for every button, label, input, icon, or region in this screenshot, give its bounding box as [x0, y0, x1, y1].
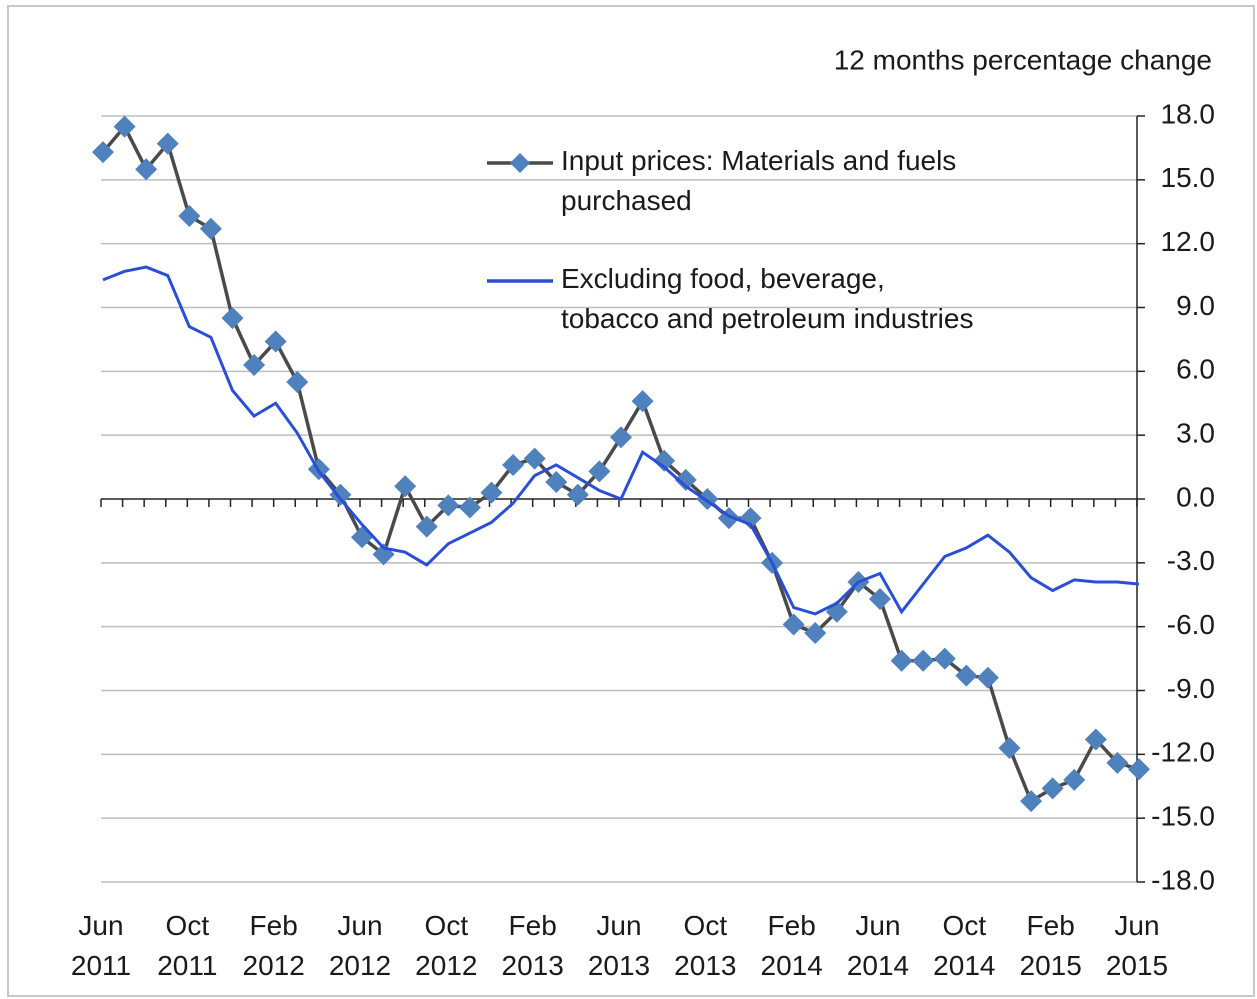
x-tick-label: Oct 2014 [933, 910, 995, 981]
series-marker [933, 647, 956, 670]
series-marker [458, 496, 481, 519]
series-marker [782, 613, 805, 636]
x-tick-label: Oct 2013 [674, 910, 736, 981]
x-tick-label: Feb 2015 [1020, 910, 1082, 981]
series-marker [588, 460, 611, 483]
series-marker [480, 481, 503, 504]
series-marker [653, 449, 676, 472]
y-tick-label: 12.0 [1161, 226, 1216, 257]
y-tick-label: 3.0 [1176, 418, 1215, 449]
legend-label: Excluding food, beverage, tobacco and pet… [561, 263, 973, 334]
series-marker [955, 664, 978, 687]
series-marker [890, 649, 913, 672]
series-marker [1041, 777, 1064, 800]
series-marker [221, 307, 244, 330]
series-marker [869, 588, 891, 611]
y-tick-label: -18.0 [1151, 864, 1215, 895]
series-marker [329, 483, 352, 506]
series-marker [1106, 751, 1129, 774]
y-tick-label: 18.0 [1161, 98, 1216, 129]
legend-marker [510, 153, 530, 173]
y-tick-label: 0.0 [1176, 481, 1215, 512]
x-tick-label: Feb 2012 [243, 910, 305, 981]
series-marker [199, 217, 222, 240]
series-marker [976, 666, 999, 689]
series-marker [998, 736, 1021, 759]
x-tick-label: Jun 2015 [1106, 910, 1168, 981]
y-tick-label: -9.0 [1167, 673, 1215, 704]
series-marker [437, 494, 460, 517]
x-tick-label: Jun 2011 [71, 910, 131, 981]
x-tick-label: Oct 2012 [415, 910, 477, 981]
series-marker [394, 475, 417, 498]
x-tick-label: Feb 2014 [761, 910, 823, 981]
y-axis-label: 12 months percentage change [834, 44, 1212, 75]
series-marker [1084, 728, 1107, 751]
series-line [102, 265, 1140, 616]
x-tick-label: Feb 2013 [502, 910, 564, 981]
y-tick-label: 6.0 [1176, 354, 1215, 385]
y-tick-label: -15.0 [1151, 801, 1215, 832]
x-tick-label: Jun 2013 [588, 910, 650, 981]
legend-label: Input prices: Materials and fuels purchas… [561, 145, 956, 216]
series-marker [1020, 790, 1043, 813]
series-marker [631, 390, 654, 413]
series-marker [243, 353, 266, 376]
series-marker [610, 426, 632, 449]
y-tick-label: -3.0 [1167, 545, 1215, 576]
x-tick-label: Jun 2012 [329, 910, 391, 981]
x-tick-label: Oct 2011 [157, 910, 217, 981]
series-marker [1063, 768, 1086, 791]
chart-frame [7, 5, 1255, 997]
y-tick-label: 9.0 [1176, 290, 1215, 321]
series-marker [912, 649, 935, 672]
series-marker [264, 330, 287, 353]
y-tick-label: -6.0 [1167, 609, 1215, 640]
y-tick-label: 15.0 [1161, 162, 1216, 193]
series-marker [135, 158, 158, 181]
series-marker [502, 453, 525, 476]
series-marker [545, 470, 568, 493]
series-marker [286, 370, 309, 393]
y-tick-label: -12.0 [1151, 737, 1215, 768]
series-marker [674, 468, 697, 491]
series-marker [92, 141, 114, 164]
series-marker [566, 483, 589, 506]
series-marker [804, 622, 827, 645]
series-marker [523, 447, 546, 470]
x-tick-label: Jun 2014 [847, 910, 909, 981]
series-marker [113, 115, 136, 138]
series-marker [1128, 758, 1150, 781]
series-marker [178, 205, 201, 228]
series-marker [415, 515, 438, 538]
series-marker [156, 132, 179, 155]
